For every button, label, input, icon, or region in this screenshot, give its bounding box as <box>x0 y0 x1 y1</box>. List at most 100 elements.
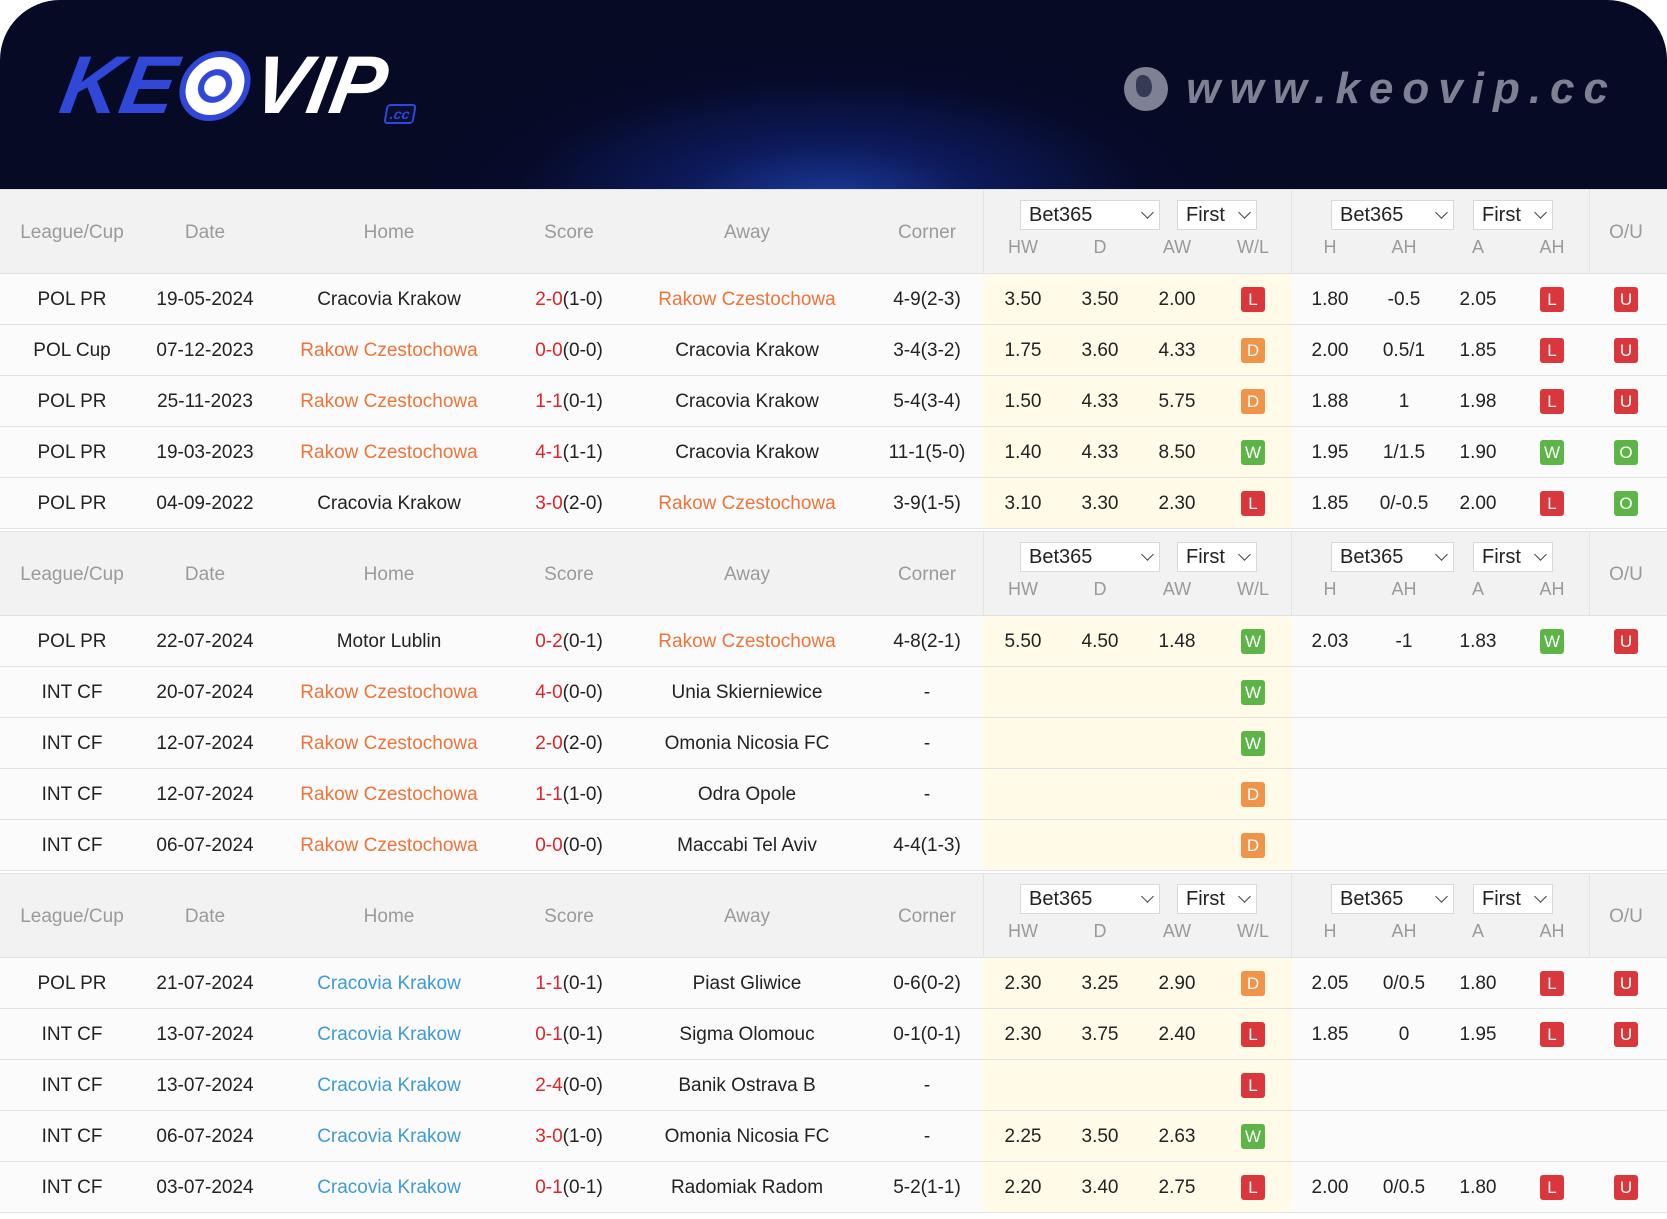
home-team[interactable]: Cracovia Krakow <box>317 493 461 514</box>
table-row: POL PR 25-11-2023 Rakow Czestochowa 1-1(0-1… <box>0 376 1667 427</box>
league-cell[interactable]: POL PR <box>37 493 107 514</box>
corner-cell: 11-1(5-0) <box>888 442 966 463</box>
away-team[interactable]: Cracovia Krakow <box>675 391 819 412</box>
section-header: League/Cup Date Home Score Away Corner O/U HW D A… <box>0 189 1667 274</box>
a-odds: 1.80 <box>1459 1177 1497 1198</box>
home-team[interactable]: Cracovia Krakow <box>317 1075 461 1096</box>
league-cell[interactable]: POL PR <box>37 289 107 310</box>
period-select-handicap[interactable]: First <box>1473 542 1553 572</box>
away-team[interactable]: Odra Opole <box>697 784 797 805</box>
away-team[interactable]: Rakow Czestochowa <box>658 493 836 514</box>
corner-cell: 4-9(2-3) <box>893 289 961 310</box>
date-cell: 12-07-2024 <box>156 784 254 805</box>
col-header-home: Home <box>363 906 415 927</box>
home-team[interactable]: Rakow Czestochowa <box>300 784 478 805</box>
bookmaker-select-odds[interactable]: Bet365 <box>1020 884 1160 914</box>
full-time-score: 2-4 <box>535 1075 563 1096</box>
ou-result-badge: U <box>1614 629 1638 654</box>
ah-odds: 0 <box>1398 1024 1410 1045</box>
league-cell[interactable]: POL PR <box>37 631 107 652</box>
corner-cell: - <box>923 784 931 805</box>
bookmaker-select-handicap-value: Bet365 <box>1340 888 1404 910</box>
score-cell: 1-1(0-1) <box>535 958 603 1009</box>
handicap-header-group <box>1292 532 1590 615</box>
bookmaker-select-odds[interactable]: Bet365 <box>1020 200 1160 230</box>
home-team[interactable]: Cracovia Krakow <box>317 1177 461 1198</box>
full-time-score: 0-2 <box>535 631 563 652</box>
home-team[interactable]: Rakow Czestochowa <box>300 733 478 754</box>
away-team[interactable]: Omonia Nicosia FC <box>664 1126 830 1147</box>
ahr-result-badge: W <box>1540 440 1564 465</box>
home-team[interactable]: Rakow Czestochowa <box>300 340 478 361</box>
bookmaker-select-handicap[interactable]: Bet365 <box>1331 884 1454 914</box>
col-header-corner: Corner <box>897 906 957 927</box>
corner-cell: 0-6(0-2) <box>893 973 961 994</box>
away-team[interactable]: Omonia Nicosia FC <box>664 733 830 754</box>
hw-odds: 2.30 <box>1004 1024 1042 1045</box>
league-cell[interactable]: INT CF <box>41 1177 103 1198</box>
bookmaker-select-odds[interactable]: Bet365 <box>1020 542 1160 572</box>
odds-highlight <box>983 616 1292 666</box>
league-cell[interactable]: POL PR <box>37 973 107 994</box>
keovip-logo[interactable]: KE VIP .cc <box>53 36 428 136</box>
ahr-result-badge: L <box>1540 389 1564 414</box>
home-team[interactable]: Rakow Czestochowa <box>300 682 478 703</box>
bookmaker-select-odds-value: Bet365 <box>1029 888 1093 910</box>
bookmaker-select-odds-value: Bet365 <box>1029 204 1093 226</box>
period-select-odds[interactable]: First <box>1177 884 1257 914</box>
home-team[interactable]: Cracovia Krakow <box>317 289 461 310</box>
home-team[interactable]: Cracovia Krakow <box>317 1024 461 1045</box>
period-select-odds[interactable]: First <box>1177 200 1257 230</box>
home-team[interactable]: Motor Lublin <box>336 631 442 652</box>
away-team[interactable]: Rakow Czestochowa <box>658 631 836 652</box>
table-row: INT CF 12-07-2024 Rakow Czestochowa 1-1(1-0… <box>0 769 1667 820</box>
period-select-odds-value: First <box>1186 888 1225 910</box>
bookmaker-select-handicap[interactable]: Bet365 <box>1331 542 1454 572</box>
home-team[interactable]: Cracovia Krakow <box>317 973 461 994</box>
away-team[interactable]: Radomiak Radom <box>670 1177 824 1198</box>
a-odds: 1.90 <box>1459 442 1497 463</box>
away-team[interactable]: Cracovia Krakow <box>675 442 819 463</box>
league-cell[interactable]: INT CF <box>41 1126 103 1147</box>
league-cell[interactable]: POL PR <box>37 391 107 412</box>
chevron-down-icon <box>1238 206 1251 219</box>
chevron-down-icon <box>1435 206 1448 219</box>
col-header-date: Date <box>184 906 226 927</box>
full-time-score: 3-0 <box>535 493 563 514</box>
league-cell[interactable]: INT CF <box>41 835 103 856</box>
away-team[interactable]: Rakow Czestochowa <box>658 289 836 310</box>
score-cell: 2-0(1-0) <box>535 274 603 325</box>
col-header-league: League/Cup <box>20 222 124 243</box>
league-cell[interactable]: INT CF <box>41 733 103 754</box>
league-cell[interactable]: POL Cup <box>33 340 111 361</box>
col-header-league: League/Cup <box>20 906 124 927</box>
league-cell[interactable]: INT CF <box>41 682 103 703</box>
bookmaker-select-handicap[interactable]: Bet365 <box>1331 200 1454 230</box>
period-select-handicap[interactable]: First <box>1473 200 1553 230</box>
away-team[interactable]: Cracovia Krakow <box>675 340 819 361</box>
home-team[interactable]: Rakow Czestochowa <box>300 391 478 412</box>
home-team[interactable]: Rakow Czestochowa <box>300 835 478 856</box>
home-team[interactable]: Cracovia Krakow <box>317 1126 461 1147</box>
half-time-score: (0-1) <box>562 631 603 652</box>
league-cell[interactable]: POL PR <box>37 442 107 463</box>
league-cell[interactable]: INT CF <box>41 1075 103 1096</box>
full-time-score: 0-1 <box>535 1024 563 1045</box>
col-header-corner: Corner <box>897 564 957 585</box>
wl-result-badge: W <box>1241 440 1265 465</box>
away-team[interactable]: Maccabi Tel Aviv <box>677 835 817 856</box>
hw-odds: 5.50 <box>1004 631 1042 652</box>
away-team[interactable]: Piast Gliwice <box>692 973 802 994</box>
away-team[interactable]: Unia Skierniewice <box>671 682 823 703</box>
league-cell[interactable]: INT CF <box>41 1024 103 1045</box>
away-team[interactable]: Banik Ostrava B <box>678 1075 816 1096</box>
full-time-score: 4-0 <box>535 682 563 703</box>
period-select-handicap[interactable]: First <box>1473 884 1553 914</box>
league-cell[interactable]: INT CF <box>41 784 103 805</box>
h-odds: 2.00 <box>1311 340 1349 361</box>
globe-icon <box>1124 67 1169 111</box>
away-team[interactable]: Sigma Olomouc <box>679 1024 815 1045</box>
home-team[interactable]: Rakow Czestochowa <box>300 442 478 463</box>
odds-highlight <box>983 274 1292 324</box>
period-select-odds[interactable]: First <box>1177 542 1257 572</box>
